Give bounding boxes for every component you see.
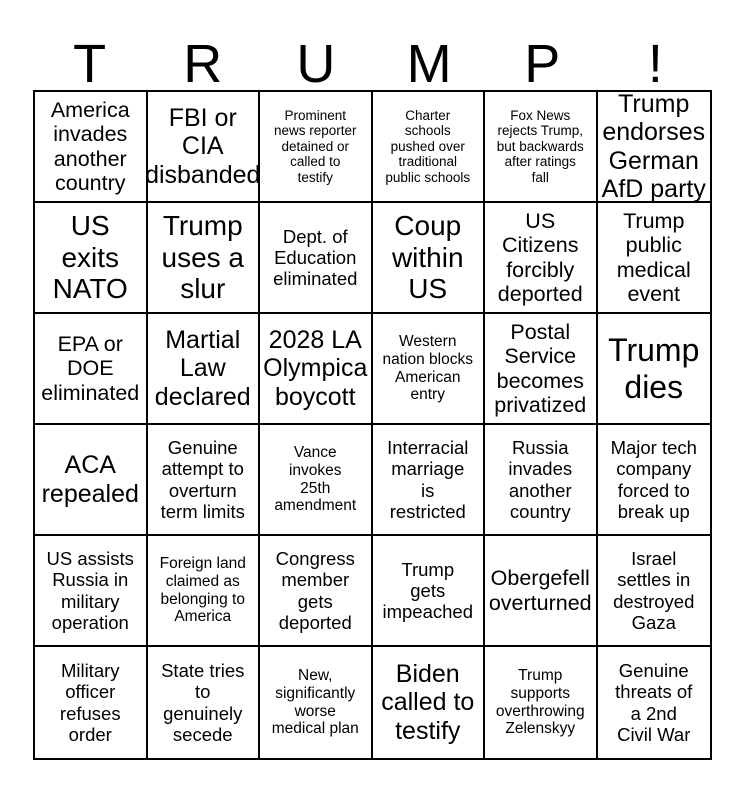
bingo-cell[interactable]: US Citizens forcibly deported	[485, 203, 598, 314]
bingo-cell[interactable]: New, significantly worse medical plan	[260, 647, 373, 758]
bingo-cell[interactable]: Trump public medical event	[597, 203, 710, 314]
title-letter: U	[296, 33, 336, 94]
bingo-cell[interactable]: Western nation blocks American entry	[372, 314, 485, 425]
bingo-cell[interactable]: Congress member gets deported	[260, 536, 373, 647]
bingo-card: T R U M P ! America invades another coun…	[33, 0, 712, 760]
bingo-cell[interactable]: 2028 LA Olympica boycott	[260, 314, 373, 425]
bingo-cell[interactable]: State tries to genuinely secede	[147, 647, 260, 758]
bingo-cell[interactable]: America invades another country	[35, 92, 148, 203]
bingo-cell[interactable]: Russia invades another country	[485, 425, 598, 536]
title-letter: M	[406, 33, 452, 94]
bingo-cell[interactable]: Trump supports overthrowing Zelenskyy	[485, 647, 598, 758]
bingo-cell[interactable]: Foreign land claimed as belonging to Ame…	[147, 536, 260, 647]
bingo-cell[interactable]: Vance invokes 25th amendment	[260, 425, 373, 536]
bingo-cell[interactable]: Military officer refuses order	[35, 647, 148, 758]
bingo-cell[interactable]: Trump dies	[597, 314, 710, 425]
bingo-cell[interactable]: Martial Law declared	[147, 314, 260, 425]
title-letter: T	[73, 33, 107, 94]
bingo-cell[interactable]: Obergefell overturned	[485, 536, 598, 647]
bingo-cell[interactable]: ACA repealed	[35, 425, 148, 536]
bingo-cell[interactable]: Major tech company forced to break up	[597, 425, 710, 536]
bingo-cell[interactable]: US exits NATO	[35, 203, 148, 314]
title-letter: !	[647, 33, 663, 94]
bingo-cell[interactable]: Trump uses a slur	[147, 203, 260, 314]
bingo-cell[interactable]: Genuine attempt to overturn term limits	[147, 425, 260, 536]
card-title: T R U M P !	[33, 0, 712, 94]
bingo-cell[interactable]: Trump endorses German AfD party	[597, 92, 710, 203]
bingo-cell[interactable]: Biden called to testify	[372, 647, 485, 758]
title-letter: P	[524, 33, 561, 94]
bingo-cell[interactable]: Charter schools pushed over traditional …	[372, 92, 485, 203]
bingo-cell[interactable]: FBI or CIA disbanded	[147, 92, 260, 203]
bingo-cell[interactable]: Interracial marriage is restricted	[372, 425, 485, 536]
bingo-cell[interactable]: Coup within US	[372, 203, 485, 314]
bingo-grid: America invades another country FBI or C…	[33, 90, 712, 760]
bingo-cell[interactable]: US assists Russia in military operation	[35, 536, 148, 647]
bingo-cell[interactable]: Postal Service becomes privatized	[485, 314, 598, 425]
bingo-cell[interactable]: Fox News rejects Trump, but backwards af…	[485, 92, 598, 203]
title-letter: R	[183, 33, 223, 94]
bingo-cell[interactable]: Trump gets impeached	[372, 536, 485, 647]
bingo-cell[interactable]: Prominent news reporter detained or call…	[260, 92, 373, 203]
bingo-cell[interactable]: Genuine threats of a 2nd Civil War	[597, 647, 710, 758]
bingo-cell[interactable]: Israel settles in destroyed Gaza	[597, 536, 710, 647]
bingo-cell[interactable]: Dept. of Education eliminated	[260, 203, 373, 314]
bingo-cell[interactable]: EPA or DOE eliminated	[35, 314, 148, 425]
